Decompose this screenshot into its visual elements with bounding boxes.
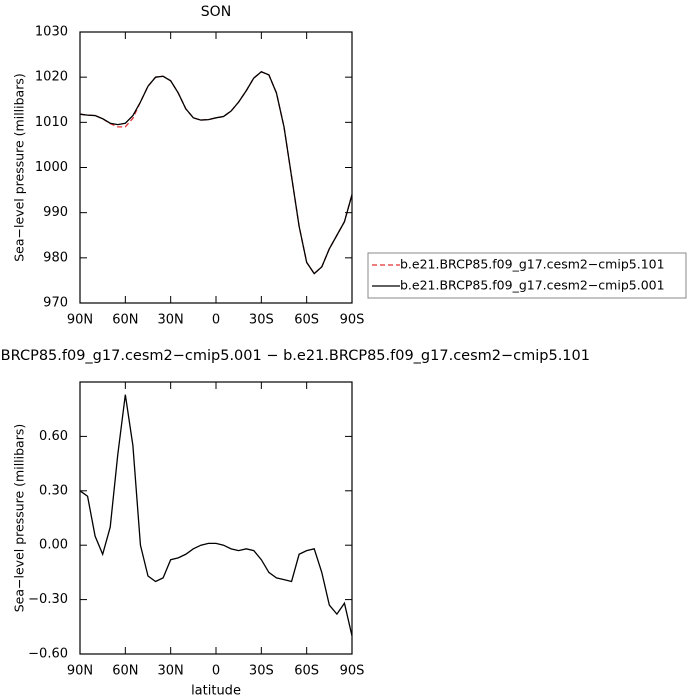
legend-label: b.e21.BRCP85.f09_g17.cesm2−cmip5.101 xyxy=(400,257,665,272)
x-tick-label: 60N xyxy=(112,313,138,328)
x-tick-label: 30S xyxy=(249,664,274,679)
x-axis-label: latitude xyxy=(191,684,241,699)
x-tick-label: 90N xyxy=(67,313,93,328)
x-tick-label: 90S xyxy=(340,664,365,679)
y-tick-label: 1020 xyxy=(35,70,68,85)
y-tick-label: 990 xyxy=(43,205,68,220)
y-tick-label: 0.00 xyxy=(39,538,68,553)
chart-title: SON xyxy=(201,4,231,20)
x-tick-label: 90S xyxy=(340,313,365,328)
x-tick-label: 0 xyxy=(212,313,220,328)
y-tick-label: 970 xyxy=(43,296,68,311)
x-tick-label: 30S xyxy=(249,313,274,328)
y-tick-label: 1000 xyxy=(35,160,68,175)
x-tick-label: 30N xyxy=(158,313,184,328)
x-tick-label: 90N xyxy=(67,664,93,679)
y-tick-label: 0.30 xyxy=(39,483,68,498)
y-tick-label: 980 xyxy=(43,250,68,265)
series-line xyxy=(79,70,353,275)
y-tick-label: 1030 xyxy=(35,25,68,40)
panel: b.e21.BRCP85.f09_g17.cesm2−cmip5.001 − b… xyxy=(0,348,590,699)
y-tick-label: −0.30 xyxy=(28,592,68,607)
chart-title: b.e21.BRCP85.f09_g17.cesm2−cmip5.001 − b… xyxy=(0,348,590,364)
series-line xyxy=(79,394,353,637)
y-tick-label: −0.60 xyxy=(28,647,68,662)
y-tick-label: 0.60 xyxy=(39,429,68,444)
plot-frame xyxy=(79,31,353,304)
y-axis-label: Sea−level pressure (millibars) xyxy=(12,424,27,613)
legend-label: b.e21.BRCP85.f09_g17.cesm2−cmip5.001 xyxy=(400,278,665,293)
x-tick-label: 60N xyxy=(112,664,138,679)
legend-box xyxy=(367,252,687,299)
x-tick-label: 0 xyxy=(212,664,220,679)
x-tick-label: 60S xyxy=(294,664,319,679)
series-line xyxy=(79,70,353,275)
y-tick-label: 1010 xyxy=(35,115,68,130)
x-tick-label: 30N xyxy=(158,664,184,679)
x-tick-label: 60S xyxy=(294,313,319,328)
panel: SON Sea−level pressure (millibars) 970 980 9… xyxy=(12,4,687,328)
plot-frame xyxy=(79,381,353,655)
y-axis-label: Sea−level pressure (millibars) xyxy=(12,73,27,262)
